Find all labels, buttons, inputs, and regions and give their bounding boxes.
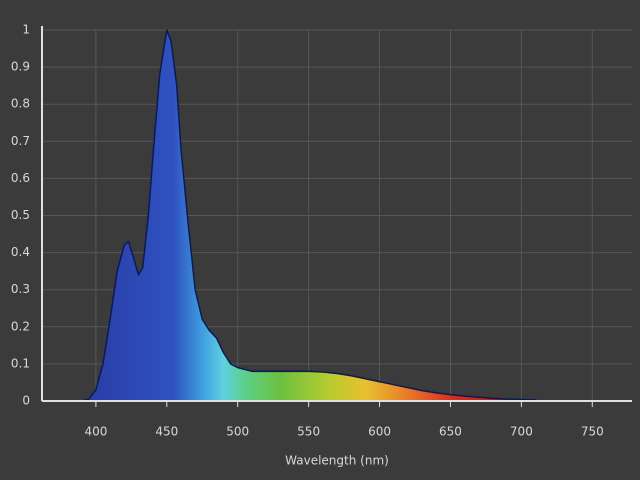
y-tick-label: 0.8 bbox=[11, 97, 30, 111]
y-tick-label: 0.3 bbox=[11, 282, 30, 296]
y-tick-label: 0.1 bbox=[11, 356, 30, 370]
y-tick-label: 0.2 bbox=[11, 319, 30, 333]
spectrum-area bbox=[66, 29, 537, 402]
y-tick-label: 0.9 bbox=[11, 60, 30, 74]
y-tick-label: 0.6 bbox=[11, 171, 30, 185]
y-tick-label: 0.4 bbox=[11, 245, 30, 259]
y-tick-label: 0 bbox=[22, 394, 30, 408]
x-tick-label: 550 bbox=[297, 425, 320, 439]
y-tick-label: 0.5 bbox=[11, 208, 30, 222]
x-tick-label: 600 bbox=[368, 425, 391, 439]
x-axis-label: Wavelength (nm) bbox=[285, 454, 389, 468]
x-tick-label: 400 bbox=[84, 425, 107, 439]
x-tick-label: 750 bbox=[581, 425, 604, 439]
x-tick-label: 650 bbox=[439, 425, 462, 439]
y-tick-label: 1 bbox=[22, 23, 30, 37]
x-tick-label: 700 bbox=[510, 425, 533, 439]
y-tick-label: 0.7 bbox=[11, 134, 30, 148]
x-tick-label: 450 bbox=[155, 425, 178, 439]
x-tick-label: 500 bbox=[226, 425, 249, 439]
